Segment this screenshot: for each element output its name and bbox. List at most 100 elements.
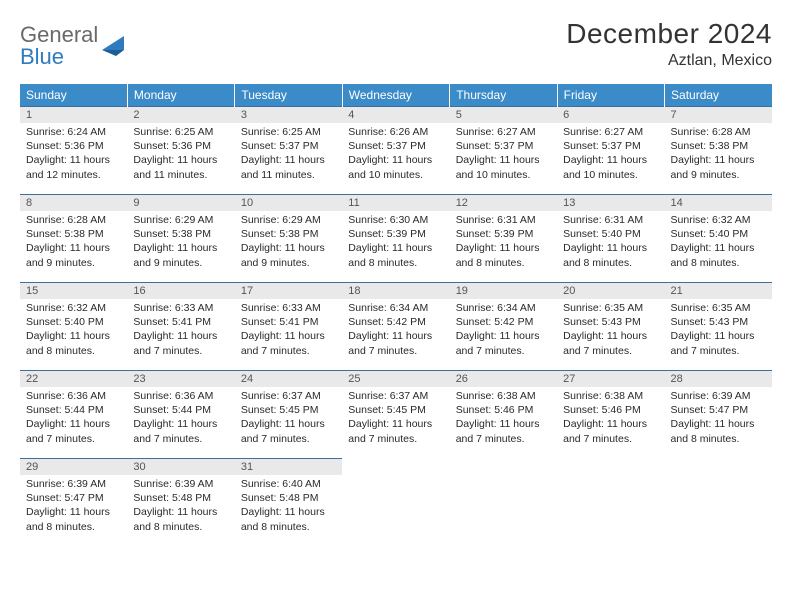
day-sunrise: Sunrise: 6:33 AM (133, 301, 228, 315)
day-body: Sunrise: 6:31 AMSunset: 5:40 PMDaylight:… (557, 211, 664, 274)
brand-triangle-icon (102, 36, 130, 56)
day-body: Sunrise: 6:32 AMSunset: 5:40 PMDaylight:… (665, 211, 772, 274)
calendar-cell: 28Sunrise: 6:39 AMSunset: 5:47 PMDayligh… (665, 371, 772, 459)
day-sunset: Sunset: 5:44 PM (133, 403, 228, 417)
day-number: 30 (127, 459, 234, 475)
day-day1: Daylight: 11 hours (456, 417, 551, 431)
day-day2: and 10 minutes. (348, 168, 443, 182)
day-day1: Daylight: 11 hours (671, 241, 766, 255)
day-sunset: Sunset: 5:47 PM (671, 403, 766, 417)
calendar-cell: 7Sunrise: 6:28 AMSunset: 5:38 PMDaylight… (665, 107, 772, 195)
day-sunset: Sunset: 5:37 PM (241, 139, 336, 153)
brand-part2: Blue (20, 46, 98, 68)
day-number: 20 (557, 283, 664, 299)
day-sunset: Sunset: 5:45 PM (241, 403, 336, 417)
day-number: 16 (127, 283, 234, 299)
day-day1: Daylight: 11 hours (348, 417, 443, 431)
day-sunset: Sunset: 5:37 PM (456, 139, 551, 153)
calendar-cell (665, 459, 772, 547)
brand-part1: General (20, 24, 98, 46)
day-number: 23 (127, 371, 234, 387)
day-body: Sunrise: 6:28 AMSunset: 5:38 PMDaylight:… (20, 211, 127, 274)
day-day1: Daylight: 11 hours (133, 329, 228, 343)
day-sunset: Sunset: 5:41 PM (241, 315, 336, 329)
calendar-cell: 31Sunrise: 6:40 AMSunset: 5:48 PMDayligh… (235, 459, 342, 547)
day-sunrise: Sunrise: 6:32 AM (26, 301, 121, 315)
calendar-cell: 18Sunrise: 6:34 AMSunset: 5:42 PMDayligh… (342, 283, 449, 371)
day-sunset: Sunset: 5:47 PM (26, 491, 121, 505)
day-number: 14 (665, 195, 772, 211)
day-sunrise: Sunrise: 6:39 AM (133, 477, 228, 491)
day-sunrise: Sunrise: 6:31 AM (563, 213, 658, 227)
weekday-header: Wednesday (342, 84, 449, 107)
day-number: 7 (665, 107, 772, 123)
day-day1: Daylight: 11 hours (133, 153, 228, 167)
calendar-cell: 10Sunrise: 6:29 AMSunset: 5:38 PMDayligh… (235, 195, 342, 283)
day-day2: and 11 minutes. (241, 168, 336, 182)
day-day1: Daylight: 11 hours (348, 153, 443, 167)
day-day1: Daylight: 11 hours (563, 329, 658, 343)
day-day2: and 8 minutes. (456, 256, 551, 270)
day-sunrise: Sunrise: 6:27 AM (563, 125, 658, 139)
weekday-header: Monday (127, 84, 234, 107)
day-sunrise: Sunrise: 6:39 AM (671, 389, 766, 403)
day-sunset: Sunset: 5:36 PM (133, 139, 228, 153)
day-day1: Daylight: 11 hours (241, 241, 336, 255)
weekday-header: Thursday (450, 84, 557, 107)
day-sunrise: Sunrise: 6:36 AM (133, 389, 228, 403)
day-day2: and 7 minutes. (133, 432, 228, 446)
day-sunrise: Sunrise: 6:35 AM (671, 301, 766, 315)
day-sunrise: Sunrise: 6:37 AM (348, 389, 443, 403)
day-sunset: Sunset: 5:43 PM (671, 315, 766, 329)
calendar-cell: 21Sunrise: 6:35 AMSunset: 5:43 PMDayligh… (665, 283, 772, 371)
calendar-cell: 12Sunrise: 6:31 AMSunset: 5:39 PMDayligh… (450, 195, 557, 283)
day-body: Sunrise: 6:25 AMSunset: 5:37 PMDaylight:… (235, 123, 342, 186)
weekday-header: Tuesday (235, 84, 342, 107)
calendar-week-row: 8Sunrise: 6:28 AMSunset: 5:38 PMDaylight… (20, 195, 772, 283)
day-body: Sunrise: 6:37 AMSunset: 5:45 PMDaylight:… (235, 387, 342, 450)
calendar-cell: 25Sunrise: 6:37 AMSunset: 5:45 PMDayligh… (342, 371, 449, 459)
calendar-cell: 8Sunrise: 6:28 AMSunset: 5:38 PMDaylight… (20, 195, 127, 283)
calendar-cell: 24Sunrise: 6:37 AMSunset: 5:45 PMDayligh… (235, 371, 342, 459)
day-sunset: Sunset: 5:42 PM (456, 315, 551, 329)
day-day1: Daylight: 11 hours (26, 505, 121, 519)
day-body: Sunrise: 6:34 AMSunset: 5:42 PMDaylight:… (342, 299, 449, 362)
day-day1: Daylight: 11 hours (671, 329, 766, 343)
day-body: Sunrise: 6:36 AMSunset: 5:44 PMDaylight:… (127, 387, 234, 450)
day-day1: Daylight: 11 hours (456, 329, 551, 343)
calendar-cell: 30Sunrise: 6:39 AMSunset: 5:48 PMDayligh… (127, 459, 234, 547)
day-sunrise: Sunrise: 6:35 AM (563, 301, 658, 315)
day-day1: Daylight: 11 hours (563, 241, 658, 255)
day-sunset: Sunset: 5:38 PM (26, 227, 121, 241)
weekday-header: Friday (557, 84, 664, 107)
day-day1: Daylight: 11 hours (133, 241, 228, 255)
day-number: 12 (450, 195, 557, 211)
day-day2: and 8 minutes. (133, 520, 228, 534)
day-sunrise: Sunrise: 6:29 AM (241, 213, 336, 227)
calendar-cell: 5Sunrise: 6:27 AMSunset: 5:37 PMDaylight… (450, 107, 557, 195)
day-day1: Daylight: 11 hours (456, 153, 551, 167)
day-number: 8 (20, 195, 127, 211)
day-day2: and 7 minutes. (456, 344, 551, 358)
day-sunrise: Sunrise: 6:39 AM (26, 477, 121, 491)
day-day1: Daylight: 11 hours (241, 417, 336, 431)
day-day2: and 7 minutes. (241, 432, 336, 446)
day-sunrise: Sunrise: 6:30 AM (348, 213, 443, 227)
calendar-week-row: 15Sunrise: 6:32 AMSunset: 5:40 PMDayligh… (20, 283, 772, 371)
day-body: Sunrise: 6:39 AMSunset: 5:47 PMDaylight:… (665, 387, 772, 450)
day-number: 10 (235, 195, 342, 211)
day-sunset: Sunset: 5:38 PM (133, 227, 228, 241)
day-day2: and 11 minutes. (133, 168, 228, 182)
day-sunset: Sunset: 5:40 PM (26, 315, 121, 329)
day-sunrise: Sunrise: 6:32 AM (671, 213, 766, 227)
day-body: Sunrise: 6:26 AMSunset: 5:37 PMDaylight:… (342, 123, 449, 186)
weekday-header: Saturday (665, 84, 772, 107)
day-day2: and 9 minutes. (671, 168, 766, 182)
day-day2: and 7 minutes. (671, 344, 766, 358)
calendar-table: Sunday Monday Tuesday Wednesday Thursday… (20, 84, 772, 547)
day-day2: and 7 minutes. (563, 432, 658, 446)
day-day2: and 10 minutes. (563, 168, 658, 182)
day-body: Sunrise: 6:33 AMSunset: 5:41 PMDaylight:… (235, 299, 342, 362)
calendar-cell: 13Sunrise: 6:31 AMSunset: 5:40 PMDayligh… (557, 195, 664, 283)
day-day2: and 7 minutes. (241, 344, 336, 358)
